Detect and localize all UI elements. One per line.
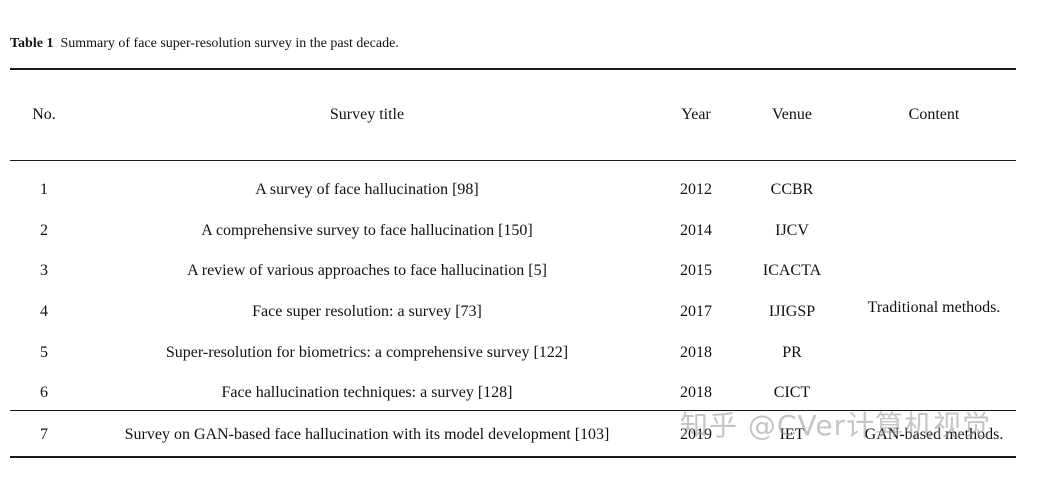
table-row-7-year: 2019 (680, 426, 712, 443)
table-row-3-no: 3 (40, 262, 48, 279)
table-row-7-no: 7 (40, 426, 48, 443)
table-row-2-year: 2014 (680, 222, 712, 239)
table-row-6-venue: CICT (773, 384, 811, 401)
table-row-1-no: 1 (40, 181, 48, 198)
table-row-1-year: 2012 (680, 181, 712, 198)
table-group-rule (10, 410, 1016, 411)
table-row-4-no: 4 (40, 303, 48, 320)
table-row-4-venue: IJIGSP (768, 303, 816, 320)
header-survey-title: Survey title (329, 106, 405, 123)
content-traditional-methods: Traditional methods. (867, 299, 1001, 316)
table-row-2-venue: IJCV (775, 222, 809, 239)
header-year: Year (681, 106, 711, 123)
header-venue: Venue (772, 106, 812, 123)
table-row-5-no: 5 (40, 344, 48, 361)
table-row-2-title: A comprehensive survey to face hallucina… (201, 222, 533, 239)
header-content: Content (908, 106, 960, 123)
table-header-rule (10, 160, 1016, 161)
table-row-2-no: 2 (40, 222, 48, 239)
table-row-1-venue: CCBR (770, 181, 814, 198)
watermark: 知乎 @CVer计算机视觉 (680, 409, 992, 442)
table-row-6-year: 2018 (680, 384, 712, 401)
table-row-7-venue: IET (779, 426, 805, 443)
table-caption-label: Table 1 (10, 36, 54, 51)
header-no: No. (32, 106, 56, 123)
table-row-4-title: Face super resolution: a survey [73] (252, 303, 482, 320)
table-row-5-year: 2018 (680, 344, 712, 361)
table-row-3-title: A review of various approaches to face h… (187, 262, 547, 279)
table-bottom-rule (10, 456, 1016, 458)
table-row-3-venue: ICACTA (762, 262, 822, 279)
table-row-6-title: Face hallucination techniques: a survey … (221, 384, 513, 401)
table-caption: Table 1 Summary of face super-resolution… (10, 36, 399, 52)
table-row-5-title: Super-resolution for biometrics: a compr… (165, 344, 569, 361)
table-row-1-title: A survey of face hallucination [98] (255, 181, 479, 198)
table-row-6-no: 6 (40, 384, 48, 401)
table-caption-text: Summary of face super-resolution survey … (60, 36, 399, 51)
table-top-rule (10, 68, 1016, 70)
table-row-7-title: Survey on GAN-based face hallucination w… (124, 426, 610, 443)
table-row-5-venue: PR (782, 344, 802, 361)
table-row-4-year: 2017 (680, 303, 712, 320)
content-gan-methods: GAN-based methods. (864, 426, 1004, 443)
table-row-3-year: 2015 (680, 262, 712, 279)
